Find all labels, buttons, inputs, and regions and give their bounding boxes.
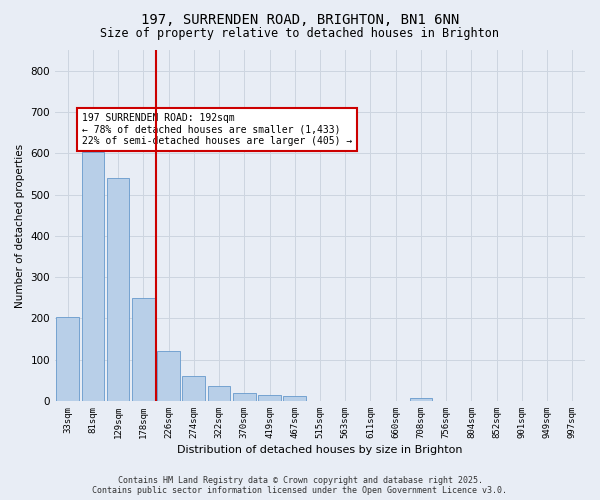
Text: 197, SURRENDEN ROAD, BRIGHTON, BN1 6NN: 197, SURRENDEN ROAD, BRIGHTON, BN1 6NN [141, 12, 459, 26]
Bar [283, 396, 306, 401]
Bar [208, 386, 230, 401]
Bar [56, 317, 79, 401]
X-axis label: Distribution of detached houses by size in Brighton: Distribution of detached houses by size … [177, 445, 463, 455]
Text: Contains HM Land Registry data © Crown copyright and database right 2025.
Contai: Contains HM Land Registry data © Crown c… [92, 476, 508, 495]
Bar [107, 178, 130, 401]
Bar [82, 152, 104, 401]
Bar [410, 398, 433, 401]
Bar [182, 376, 205, 401]
Text: 197 SURRENDEN ROAD: 192sqm
← 78% of detached houses are smaller (1,433)
22% of s: 197 SURRENDEN ROAD: 192sqm ← 78% of deta… [82, 113, 352, 146]
Bar [132, 298, 155, 401]
Text: Size of property relative to detached houses in Brighton: Size of property relative to detached ho… [101, 28, 499, 40]
Y-axis label: Number of detached properties: Number of detached properties [15, 144, 25, 308]
Bar [258, 395, 281, 401]
Bar [157, 352, 180, 401]
Bar [233, 392, 256, 401]
